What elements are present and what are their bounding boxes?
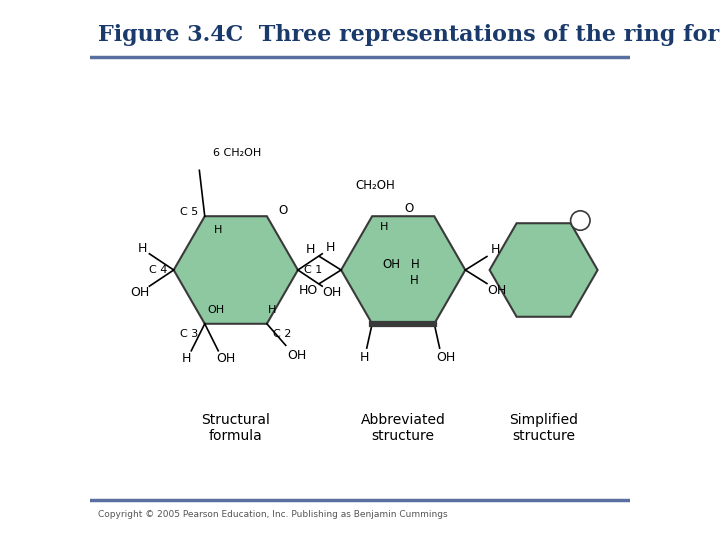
Circle shape bbox=[570, 211, 590, 230]
Text: Simplified
structure: Simplified structure bbox=[509, 413, 578, 443]
Text: H: H bbox=[268, 305, 276, 315]
Text: OH: OH bbox=[382, 258, 400, 271]
Text: O: O bbox=[576, 215, 585, 226]
Text: C 4: C 4 bbox=[149, 265, 167, 275]
Text: C 1: C 1 bbox=[305, 265, 323, 275]
Text: C 3: C 3 bbox=[180, 329, 198, 339]
Text: H: H bbox=[182, 353, 192, 366]
Text: OH: OH bbox=[487, 284, 506, 297]
Text: OH: OH bbox=[217, 353, 236, 366]
Text: H: H bbox=[490, 243, 500, 256]
Text: H: H bbox=[410, 258, 420, 271]
Text: H: H bbox=[214, 225, 222, 235]
Text: O: O bbox=[404, 201, 413, 214]
Polygon shape bbox=[174, 216, 298, 324]
Text: OH: OH bbox=[322, 286, 341, 299]
Text: Abbreviated
structure: Abbreviated structure bbox=[361, 413, 446, 443]
Text: Figure 3.4C  Three representations of the ring form of glucose: Figure 3.4C Three representations of the… bbox=[98, 24, 720, 46]
Text: H: H bbox=[359, 351, 369, 364]
Text: H: H bbox=[138, 242, 147, 255]
Text: 6 CH₂OH: 6 CH₂OH bbox=[213, 148, 261, 158]
Text: Copyright © 2005 Pearson Education, Inc. Publishing as Benjamin Cummings: Copyright © 2005 Pearson Education, Inc.… bbox=[98, 510, 448, 519]
Text: OH: OH bbox=[207, 305, 224, 315]
Text: H: H bbox=[306, 243, 315, 256]
Text: CH₂OH: CH₂OH bbox=[355, 179, 395, 192]
Text: C 5: C 5 bbox=[180, 207, 198, 217]
Text: H: H bbox=[325, 241, 335, 254]
Text: OH: OH bbox=[287, 349, 306, 362]
Text: H: H bbox=[410, 274, 418, 287]
Text: H: H bbox=[380, 222, 388, 232]
Text: Structural
formula: Structural formula bbox=[202, 413, 270, 443]
Polygon shape bbox=[490, 223, 598, 317]
Text: HO: HO bbox=[299, 284, 318, 297]
Polygon shape bbox=[341, 216, 465, 324]
Text: O: O bbox=[279, 204, 288, 217]
Text: OH: OH bbox=[130, 286, 150, 299]
Text: C 2: C 2 bbox=[274, 329, 292, 339]
Text: OH: OH bbox=[436, 351, 456, 364]
